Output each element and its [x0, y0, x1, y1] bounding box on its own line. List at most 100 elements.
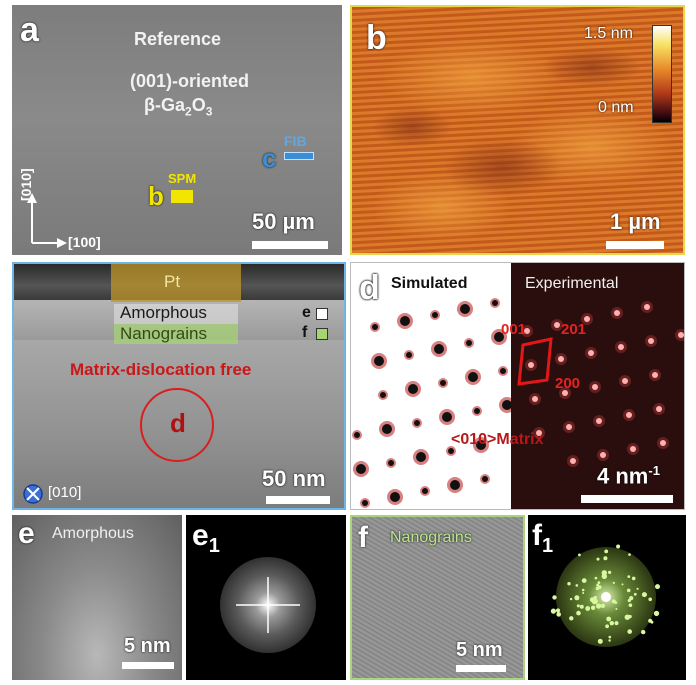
spm-letter: b [148, 181, 164, 211]
fft-spot [608, 570, 612, 574]
fft-spot [641, 629, 646, 635]
panel-f1-label: f1 [532, 519, 553, 557]
panel-a-title: Reference [134, 29, 222, 49]
simulated-spot [472, 406, 482, 416]
zone-axis-matrix-label: <010>Matrix [451, 431, 544, 448]
fft-spot [606, 616, 612, 622]
fft-spot [612, 581, 615, 584]
experimental-spot [525, 359, 537, 371]
simulated-spot [378, 390, 388, 400]
experimental-spot [619, 375, 631, 387]
panel-f-label: f [358, 521, 368, 554]
panel-b-scale-bar [606, 241, 664, 249]
experimental-spot [611, 307, 623, 319]
fft-spot [604, 549, 609, 554]
experimental-spot [529, 393, 541, 405]
panel-c: Pt Amorphous Nanograins e f Matrix-dislo… [12, 262, 346, 510]
marker-e-letter: e [302, 304, 311, 321]
experimental-spot [551, 319, 563, 331]
simulated-spot [439, 409, 455, 425]
panel-e-scale-text: 5 nm [124, 635, 171, 657]
axis-horizontal-label: [100] [68, 234, 101, 250]
fft-spot [578, 553, 581, 557]
simulated-spot [499, 397, 511, 413]
fft-spot [550, 608, 556, 614]
fft-spot [615, 608, 618, 610]
simulated-spot [491, 329, 507, 345]
fft-spot [581, 578, 587, 583]
experimental-pattern [521, 301, 684, 467]
panel-c-scale-text: 50 nm [262, 466, 326, 491]
panel-f: f Nanograins 5 nm [350, 515, 525, 680]
experimental-spot [623, 409, 635, 421]
fft-spot [628, 553, 631, 556]
experimental-spot [597, 449, 609, 461]
fft-spot [552, 595, 557, 600]
amorphous-highlight [114, 304, 238, 324]
panel-b-label: b [366, 19, 387, 57]
spm-text: SPM [168, 171, 197, 186]
simulated-spot [438, 378, 448, 388]
fft-spot [616, 544, 621, 549]
fft-spot [590, 605, 596, 610]
simulated-spot [397, 313, 413, 329]
fft-spot [592, 598, 598, 605]
simulated-spot [446, 446, 456, 456]
fft-spot [628, 614, 632, 619]
fft-spot [653, 610, 660, 617]
panel-f1-letter: f [532, 519, 542, 552]
experimental-spot [559, 387, 571, 399]
simulated-spot [387, 489, 403, 505]
orientation-formula: β-Ga2O3 [144, 95, 212, 119]
simulated-spot [464, 338, 474, 348]
formula-prefix: β-Ga [144, 95, 185, 115]
simulated-spot [371, 353, 387, 369]
fft-spot [594, 576, 598, 580]
fft-spot [609, 621, 614, 626]
diffraction-area-circle [140, 388, 214, 462]
simulated-spot [431, 341, 447, 357]
experimental-spot [653, 403, 665, 415]
panel-e-label: e [18, 517, 35, 550]
fib-letter: c [262, 143, 277, 173]
simulated-half [351, 263, 511, 509]
colorbar-max-label: 1.5 nm [584, 25, 633, 42]
nanograins-highlight [114, 324, 238, 344]
simulated-spot [447, 477, 463, 493]
panel-f-scale-bar [456, 665, 506, 672]
fft-spot [627, 575, 631, 578]
simulated-pattern [352, 298, 511, 508]
experimental-spot [627, 443, 639, 455]
formula-sub2: 2 [185, 104, 192, 119]
experimental-label: Experimental [525, 275, 619, 292]
formula-mid: O [191, 95, 206, 115]
panel-b: b 1.5 nm 0 nm 1 µm [350, 5, 685, 255]
nanograins-label: Nanograins [120, 324, 207, 343]
fft-spot [597, 638, 603, 644]
fft-spot [575, 584, 579, 587]
fft-spot [628, 603, 633, 607]
afm-height-map [352, 7, 683, 253]
fft-spot [614, 601, 618, 604]
fft-spot [614, 621, 619, 626]
fft-spot [579, 604, 584, 609]
fft-spot [631, 576, 636, 581]
experimental-spot [645, 335, 657, 347]
panel-f-title: Nanograins [390, 529, 472, 546]
simulated-spot [370, 322, 380, 332]
experimental-spot [649, 369, 661, 381]
fft-spot [627, 629, 632, 634]
fft-spot [585, 606, 591, 611]
experimental-spot [585, 347, 597, 359]
panel-e-title: Amorphous [52, 525, 134, 542]
fft-spot [633, 592, 637, 596]
panel-a-scale-bar [252, 241, 328, 249]
zone-axis-label: [010] [48, 484, 82, 501]
marker-f-letter: f [302, 324, 308, 341]
fft-spot [556, 612, 561, 617]
fft-spot [567, 582, 571, 586]
fft-spot [600, 603, 605, 608]
crystal-axes-arrows [27, 193, 67, 248]
fft-spot [597, 581, 601, 584]
experimental-spot [641, 301, 653, 313]
